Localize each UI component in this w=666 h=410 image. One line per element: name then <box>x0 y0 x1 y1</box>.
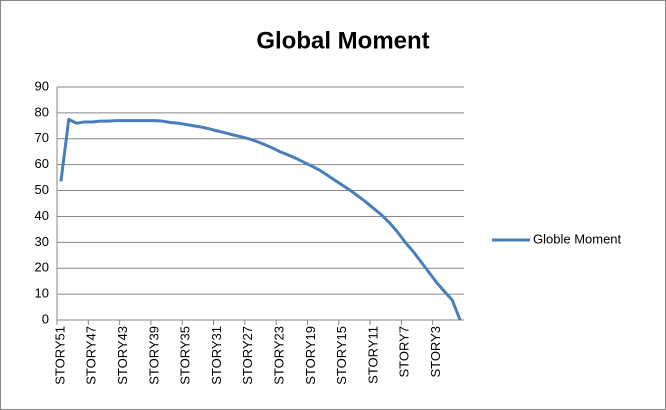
x-tick-label: STORY43 <box>115 326 130 385</box>
x-tick-label: STORY19 <box>303 326 318 385</box>
legend-label: Globle Moment <box>533 231 622 246</box>
line <box>59 117 462 321</box>
y-tick-label: 70 <box>35 130 49 145</box>
y-tick-label: 80 <box>35 104 49 119</box>
y-tick-label: 0 <box>42 311 49 326</box>
x-tick-label: STORY51 <box>52 326 67 385</box>
chart-title: Global Moment <box>256 27 429 54</box>
y-tick-label: 50 <box>35 182 49 197</box>
x-tick-label: STORY11 <box>365 326 380 384</box>
x-tick-label: STORY23 <box>272 326 287 385</box>
y-tick-label: 40 <box>35 208 49 223</box>
y-tick-label: 20 <box>35 260 49 275</box>
y-tick-label: 90 <box>35 78 49 93</box>
x-tick-label: STORY7 <box>397 326 412 378</box>
y-tick-label: 30 <box>35 234 49 249</box>
x-tick-label: STORY3 <box>428 326 443 378</box>
x-tick-label: STORY31 <box>209 326 224 385</box>
x-tick-label: STORY39 <box>146 326 161 385</box>
x-tick-label: STORY15 <box>334 326 349 385</box>
x-tick-label: STORY47 <box>84 326 99 385</box>
x-tick-label: STORY35 <box>178 326 193 385</box>
y-tick-label: 10 <box>35 286 49 301</box>
y-tick-label: 60 <box>35 156 49 171</box>
x-tick-label: STORY27 <box>240 326 255 385</box>
